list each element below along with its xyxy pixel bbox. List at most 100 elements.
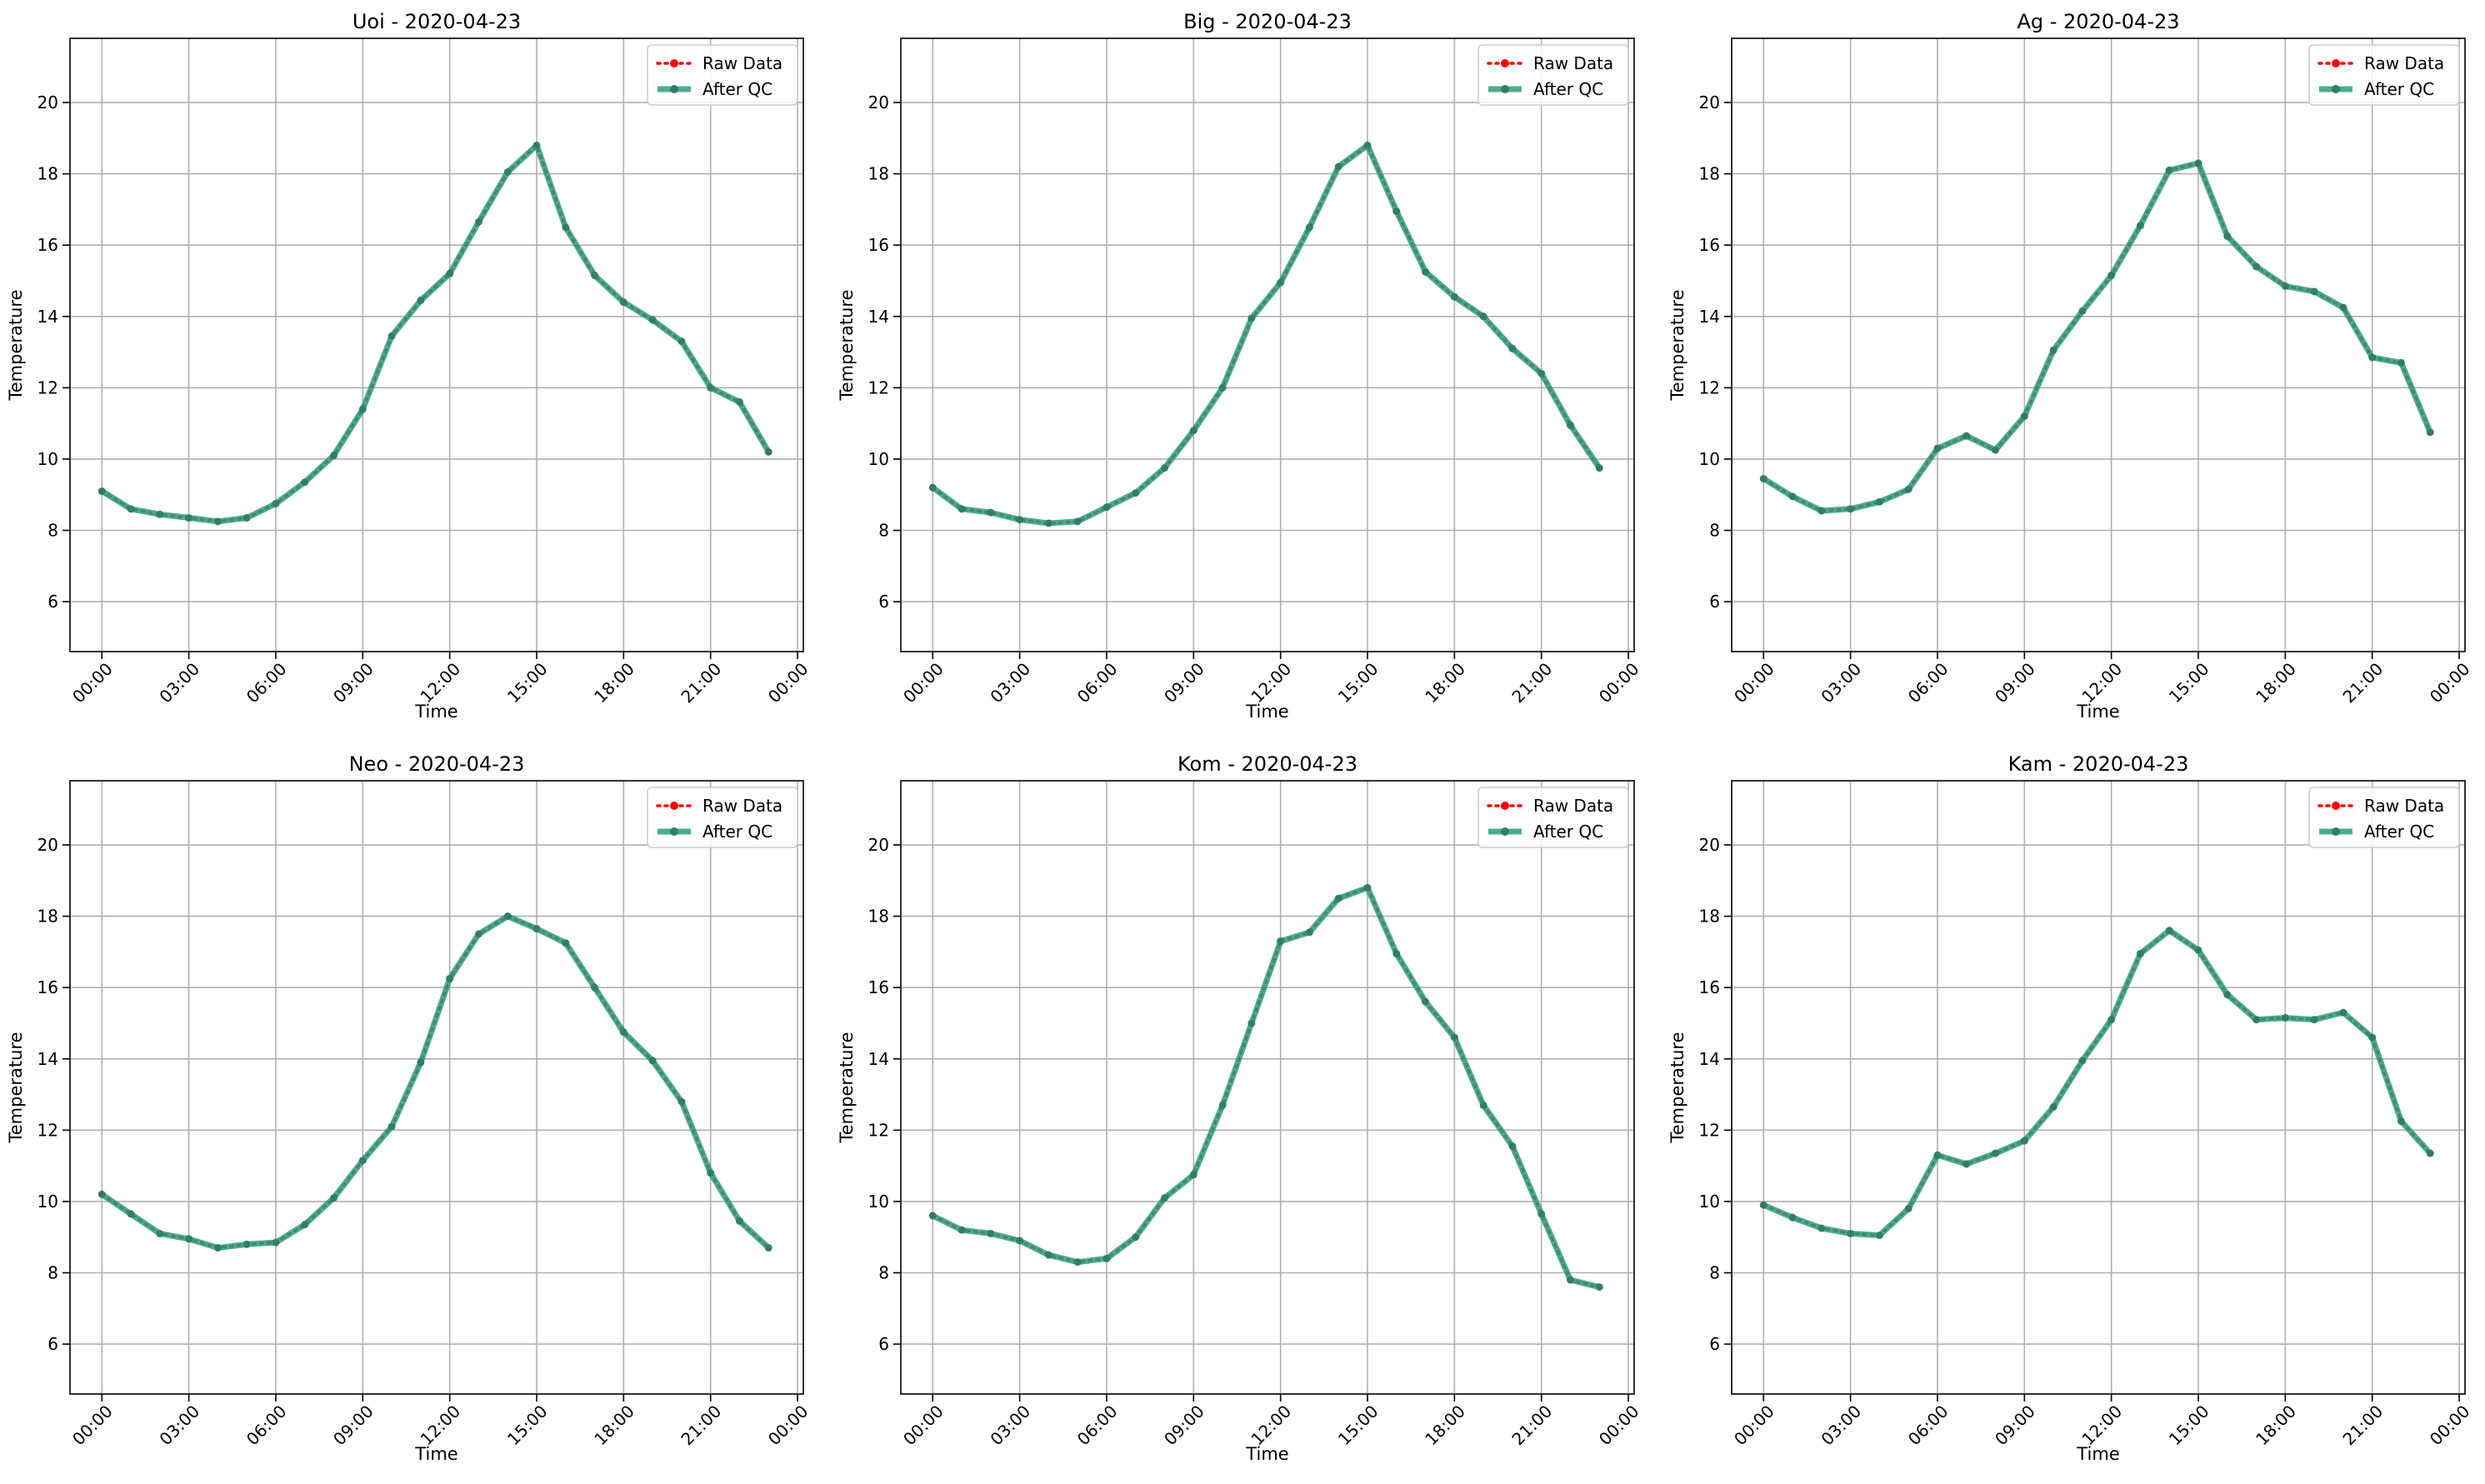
data-point-after-qc <box>272 1238 280 1247</box>
plot-frame <box>1731 780 2466 1395</box>
legend: Raw Data After QC <box>1478 44 1629 106</box>
series-line-after-qc <box>1762 927 2432 1239</box>
plot-frame <box>69 780 804 1395</box>
data-point-after-qc <box>1566 421 1574 429</box>
data-point-after-qc <box>1305 223 1313 232</box>
x-tick-label: 09:00 <box>1160 659 1208 707</box>
data-point-after-qc <box>1277 278 1285 287</box>
y-tick-label: 14 <box>868 307 889 327</box>
y-tick-label: 14 <box>38 307 58 327</box>
data-point-after-qc <box>1044 519 1052 527</box>
y-tick-label: 8 <box>48 1263 58 1283</box>
data-point-after-qc <box>1595 464 1603 472</box>
data-point-after-qc <box>1334 162 1342 171</box>
x-tick-label: 06:00 <box>1904 659 1952 707</box>
x-tick-label: 00:00 <box>1730 659 1778 707</box>
data-point-after-qc <box>301 1221 309 1229</box>
data-point-after-qc <box>2194 946 2202 954</box>
data-point-after-qc <box>532 141 541 149</box>
data-point-after-qc <box>2426 1149 2434 1157</box>
x-tick-label: 12:00 <box>416 659 464 707</box>
data-point-after-qc <box>185 1235 193 1243</box>
data-point-after-qc <box>1305 928 1313 937</box>
data-point-after-qc <box>1847 505 1855 513</box>
data-point-after-qc <box>1962 1160 1971 1168</box>
y-tick-label: 12 <box>1699 1120 1720 1140</box>
data-point-after-qc <box>1102 1254 1111 1262</box>
data-point-after-qc <box>1277 937 1285 946</box>
data-point-after-qc <box>562 939 570 947</box>
data-point-after-qc <box>503 912 512 921</box>
data-point-after-qc <box>1073 1258 1082 1267</box>
data-point-after-qc <box>1992 446 2000 454</box>
y-tick-label: 18 <box>38 907 58 927</box>
data-point-after-qc <box>958 505 966 513</box>
data-point-after-qc <box>2397 358 2405 367</box>
x-tick-label: 21:00 <box>2339 1402 2388 1450</box>
data-point-after-qc <box>928 1212 937 1220</box>
data-point-after-qc <box>1933 1151 1942 1159</box>
x-tick-label: 00:00 <box>764 659 812 707</box>
x-tick-label: 06:00 <box>1904 1402 1952 1450</box>
x-tick-label: 15:00 <box>503 659 552 707</box>
data-point-after-qc <box>2368 353 2377 362</box>
y-tick-label: 16 <box>38 235 58 255</box>
legend-marker-after-qc <box>1501 85 1509 93</box>
y-tick-label: 18 <box>38 164 58 184</box>
legend-marker-raw-data <box>670 59 678 67</box>
data-point-after-qc <box>358 405 367 413</box>
x-tick-label: 06:00 <box>242 659 291 707</box>
data-point-after-qc <box>388 1122 396 1131</box>
x-tick-label: 15:00 <box>2165 659 2213 707</box>
data-point-after-qc <box>2165 927 2173 935</box>
y-axis-label: Temperature <box>6 1032 26 1143</box>
y-axis-label: Temperature <box>837 289 857 401</box>
data-point-after-qc <box>1875 497 1883 506</box>
data-point-after-qc <box>648 1057 657 1065</box>
y-tick-label: 12 <box>868 1120 889 1140</box>
data-point-after-qc <box>678 1097 686 1106</box>
y-tick-label: 16 <box>38 977 58 997</box>
data-point-after-qc <box>1392 207 1401 216</box>
x-tick-label: 21:00 <box>1508 1402 1557 1450</box>
subplot-title: Kom - 2020-04-23 <box>1178 752 1358 776</box>
y-tick-label: 6 <box>48 592 58 612</box>
data-point-after-qc <box>2426 428 2434 437</box>
data-point-after-qc <box>619 298 628 307</box>
y-tick-label: 6 <box>878 592 889 612</box>
y-tick-label: 6 <box>1709 592 1720 612</box>
data-point-after-qc <box>1508 1142 1517 1151</box>
x-tick-label: 06:00 <box>1073 1402 1122 1450</box>
data-point-after-qc <box>98 1190 106 1198</box>
data-point-after-qc <box>1759 474 1768 482</box>
data-point-after-qc <box>1016 1237 1024 1245</box>
y-tick-label: 20 <box>38 92 58 112</box>
data-point-after-qc <box>213 517 222 526</box>
data-point-after-qc <box>2281 1014 2289 1022</box>
data-point-after-qc <box>2078 1057 2087 1065</box>
data-point-after-qc <box>591 983 599 992</box>
data-point-after-qc <box>127 1210 135 1218</box>
data-point-after-qc <box>301 478 309 487</box>
data-point-after-qc <box>213 1244 222 1252</box>
subplot-5: 00:00 03:00 06:00 09:00 12:00 15:00 18:00 21:00… <box>837 752 1643 1464</box>
x-axis-label: Time <box>414 1444 458 1464</box>
data-point-after-qc <box>272 499 280 507</box>
data-point-after-qc <box>2049 346 2058 354</box>
legend-label: After QC <box>702 79 772 99</box>
x-tick-label: 21:00 <box>678 1402 726 1450</box>
legend: Raw Data After QC <box>647 787 798 848</box>
legend-marker-raw-data <box>670 802 678 810</box>
subplot-title: Ag - 2020-04-23 <box>2017 10 2179 33</box>
data-point-after-qc <box>1538 1210 1546 1218</box>
x-tick-label: 00:00 <box>68 659 117 707</box>
y-tick-label: 6 <box>878 1334 889 1354</box>
x-tick-label: 09:00 <box>1991 659 2039 707</box>
data-point-after-qc <box>1073 517 1082 526</box>
data-point-after-qc <box>2223 232 2232 240</box>
data-point-after-qc <box>958 1226 966 1234</box>
y-tick-label: 14 <box>38 1049 58 1069</box>
x-tick-label: 09:00 <box>329 1402 378 1450</box>
data-point-after-qc <box>1132 1233 1140 1242</box>
x-tick-label: 09:00 <box>329 659 378 707</box>
